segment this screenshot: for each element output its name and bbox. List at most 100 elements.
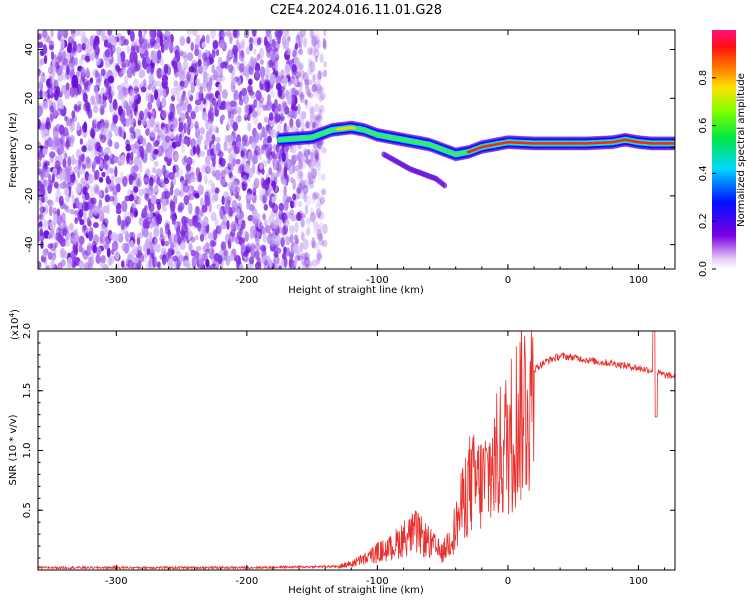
noise-speck bbox=[108, 92, 113, 104]
noise-speck bbox=[130, 30, 135, 42]
noise-speck bbox=[205, 93, 211, 100]
noise-speck bbox=[146, 119, 151, 131]
noise-speck bbox=[83, 180, 90, 187]
noise-speck bbox=[313, 227, 320, 234]
noise-speck bbox=[319, 52, 324, 64]
noise-speck bbox=[182, 60, 188, 71]
noise-speck bbox=[298, 79, 304, 90]
noise-speck bbox=[38, 168, 45, 177]
noise-speck bbox=[188, 242, 193, 252]
noise-speck bbox=[259, 66, 266, 78]
noise-speck bbox=[134, 170, 139, 182]
noise-speck bbox=[39, 89, 43, 100]
noise-speck bbox=[104, 242, 110, 250]
noise-speck bbox=[117, 91, 123, 101]
noise-speck bbox=[154, 121, 161, 128]
noise-speck bbox=[237, 256, 242, 266]
noise-speck bbox=[60, 38, 65, 50]
noise-speck bbox=[304, 149, 310, 158]
noise-speck bbox=[239, 63, 245, 73]
noise-speck bbox=[298, 40, 303, 51]
noise-speck bbox=[139, 110, 145, 121]
noise-speck bbox=[64, 115, 68, 122]
noise-speck bbox=[271, 38, 276, 48]
noise-speck bbox=[218, 156, 223, 166]
noise-speck bbox=[38, 149, 43, 161]
x-tick-label: -100 bbox=[366, 576, 389, 587]
noise-speck bbox=[248, 78, 253, 86]
noise-speck bbox=[318, 108, 323, 120]
noise-speck bbox=[155, 198, 161, 205]
noise-speck bbox=[201, 204, 208, 213]
noise-speck bbox=[111, 240, 119, 252]
noise-speck bbox=[294, 165, 300, 172]
noise-speck bbox=[204, 144, 208, 151]
noise-speck bbox=[217, 94, 222, 106]
noise-speck bbox=[278, 164, 283, 176]
noise-speck bbox=[116, 46, 122, 56]
noise-speck bbox=[259, 162, 263, 171]
noise-speck bbox=[188, 137, 192, 146]
noise-speck bbox=[76, 121, 80, 131]
noise-speck bbox=[275, 158, 279, 170]
noise-speck bbox=[84, 192, 90, 201]
noise-speck bbox=[71, 194, 75, 206]
noise-speck bbox=[169, 103, 175, 113]
noise-speck bbox=[317, 115, 323, 122]
noise-speck bbox=[273, 254, 280, 265]
noise-speck bbox=[143, 30, 147, 35]
noise-speck bbox=[262, 194, 266, 205]
noise-speck bbox=[235, 158, 241, 165]
noise-speck bbox=[263, 203, 269, 211]
noise-speck bbox=[120, 82, 125, 93]
noise-speck bbox=[114, 166, 118, 178]
noise-speck bbox=[294, 42, 299, 50]
noise-speck bbox=[85, 155, 91, 165]
noise-speck bbox=[272, 144, 277, 152]
noise-speck bbox=[146, 64, 151, 74]
noise-speck bbox=[123, 74, 129, 84]
noise-speck bbox=[174, 187, 181, 197]
noise-speck bbox=[133, 44, 138, 55]
noise-speck bbox=[282, 102, 288, 111]
noise-speck bbox=[99, 158, 104, 170]
noise-speck bbox=[293, 234, 299, 242]
noise-speck bbox=[39, 76, 47, 83]
noise-speck bbox=[166, 35, 172, 47]
noise-speck bbox=[274, 60, 279, 72]
noise-speck bbox=[192, 215, 199, 222]
noise-speck bbox=[156, 176, 161, 186]
noise-speck bbox=[161, 97, 167, 108]
noise-speck bbox=[172, 164, 179, 173]
noise-speck bbox=[43, 169, 49, 178]
noise-speck bbox=[254, 62, 261, 73]
noise-speck bbox=[263, 116, 269, 123]
noise-speck bbox=[304, 76, 309, 84]
noise-speck bbox=[315, 241, 320, 252]
noise-speck bbox=[148, 258, 152, 269]
noise-speck bbox=[82, 250, 89, 260]
noise-speck bbox=[200, 164, 207, 175]
noise-speck bbox=[174, 72, 179, 79]
noise-speck bbox=[59, 171, 64, 182]
noise-speck bbox=[63, 203, 68, 210]
noise-speck bbox=[315, 153, 320, 162]
noise-speck bbox=[255, 249, 260, 260]
noise-speck bbox=[297, 42, 302, 48]
noise-speck bbox=[207, 232, 214, 240]
noise-speck bbox=[178, 121, 184, 131]
noise-speck bbox=[42, 90, 47, 99]
noise-speck bbox=[83, 121, 88, 133]
noise-speck bbox=[309, 212, 316, 223]
noise-speck bbox=[68, 62, 74, 69]
noise-speck bbox=[88, 157, 93, 165]
noise-speck bbox=[318, 211, 325, 221]
noise-speck bbox=[220, 62, 226, 69]
noise-speck bbox=[129, 212, 134, 220]
noise-speck bbox=[113, 100, 119, 112]
noise-speck bbox=[45, 220, 51, 226]
noise-speck bbox=[178, 99, 183, 108]
noise-speck bbox=[54, 146, 59, 153]
noise-speck bbox=[185, 121, 190, 134]
